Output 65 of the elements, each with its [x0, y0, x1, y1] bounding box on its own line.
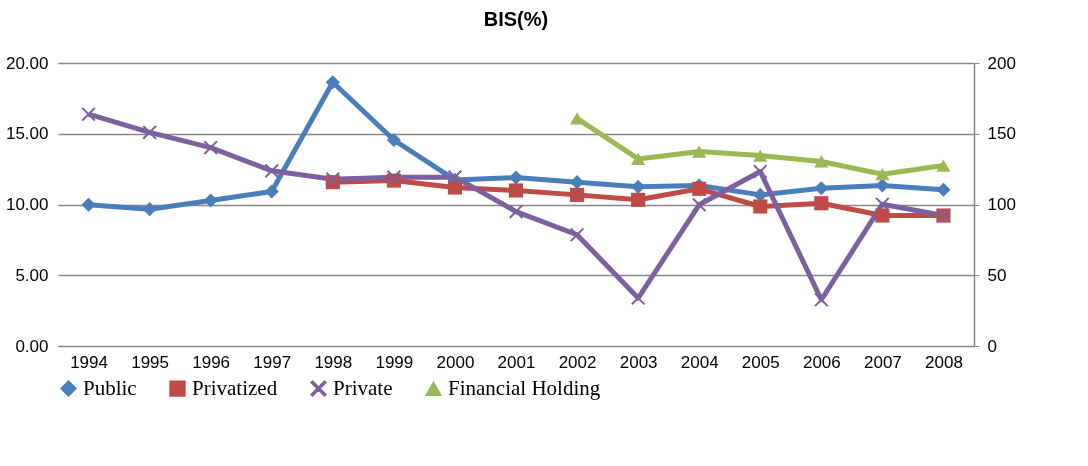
x-tick-label: 1998 [314, 352, 353, 372]
point [936, 182, 951, 197]
x-tick-label: 2002 [558, 352, 597, 372]
point [814, 155, 829, 168]
x-tick-label: 2007 [863, 352, 902, 372]
point [875, 208, 890, 223]
point [508, 183, 524, 198]
x-tick-label: 1996 [192, 352, 231, 372]
chart-title: BIS(%) [483, 8, 549, 30]
point [631, 192, 646, 207]
x-tick-label: 1994 [70, 352, 108, 372]
point [325, 75, 340, 90]
point [753, 149, 768, 162]
x-tick-label: 2003 [619, 352, 658, 372]
legend-label: Financial Holding [448, 375, 601, 400]
point [142, 125, 157, 140]
x-tick-label: 1997 [253, 352, 292, 372]
point [875, 178, 890, 193]
point [814, 196, 829, 211]
x-tick-label: 1999 [375, 352, 414, 372]
point [570, 112, 585, 125]
point [753, 199, 768, 214]
point [142, 202, 157, 217]
x-tick-label: 2005 [741, 352, 780, 372]
y2-tick-label: 100 [987, 195, 1016, 214]
point [570, 227, 585, 242]
point [814, 292, 829, 307]
x-tick-label: 2006 [802, 352, 841, 372]
point [203, 193, 218, 208]
y2-tick-label: 0 [987, 336, 997, 356]
point [692, 197, 707, 212]
y2-tick-label: 200 [987, 53, 1016, 73]
y-tick-label: 15.00 [5, 124, 49, 144]
y-tick-label: 5.00 [15, 265, 49, 285]
point [631, 290, 646, 306]
point [264, 184, 279, 199]
point [814, 181, 829, 196]
x-tick-label: 2004 [680, 352, 719, 372]
point [508, 170, 524, 185]
legend-label: Private [333, 375, 393, 400]
point [875, 197, 890, 212]
x-tick-label: 2008 [925, 352, 963, 372]
y2-tick-label: 150 [987, 124, 1016, 144]
point [692, 145, 707, 158]
point [264, 163, 279, 178]
point [203, 140, 218, 155]
point [447, 180, 462, 195]
legend-label: Privatized [192, 375, 278, 400]
point [81, 107, 96, 122]
point [81, 197, 96, 212]
point [386, 132, 401, 148]
x-tick-label: 2001 [497, 352, 536, 372]
point [570, 175, 585, 190]
y-tick-label: 20.00 [5, 53, 49, 73]
x-tick-label: 2000 [436, 352, 475, 372]
y-tick-label: 10.00 [5, 195, 49, 214]
y-tick-label: 0.00 [15, 336, 49, 356]
point [631, 152, 646, 166]
point [936, 159, 951, 172]
point [753, 164, 768, 179]
point [875, 168, 890, 181]
x-tick-label: 1995 [131, 352, 170, 372]
y2-tick-label: 50 [987, 265, 1007, 285]
legend-label: Public [83, 375, 137, 400]
point [570, 187, 585, 202]
